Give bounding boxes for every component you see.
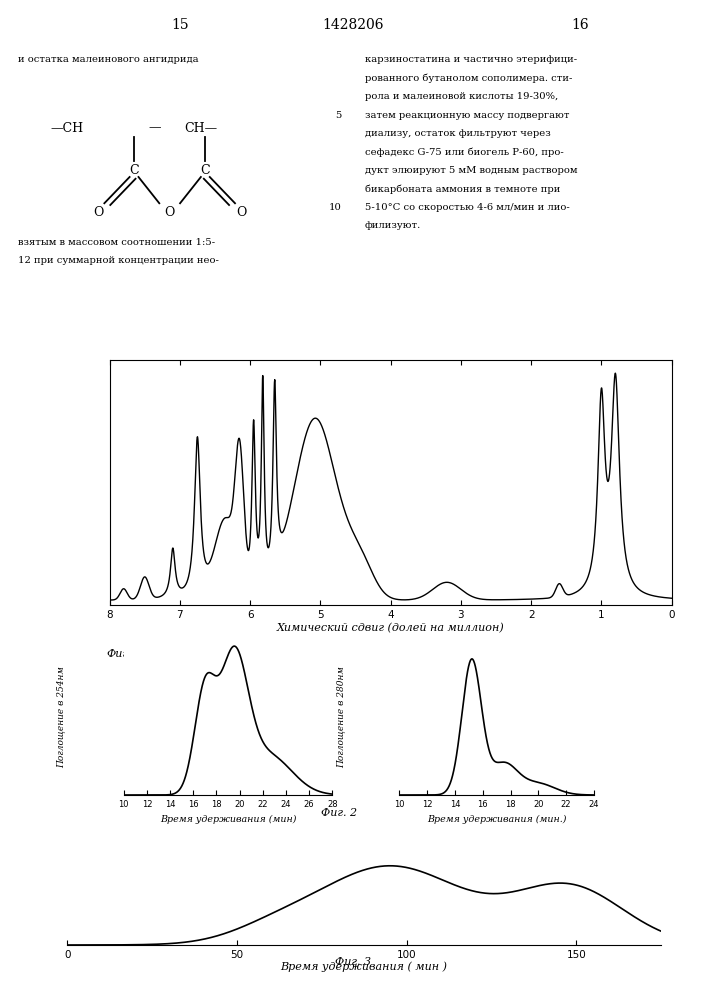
X-axis label: Время удерживания ( мин ): Время удерживания ( мин ) xyxy=(281,961,448,972)
Text: 16: 16 xyxy=(571,18,589,32)
Text: —: — xyxy=(148,121,161,134)
Text: филизуют.: филизуют. xyxy=(365,222,421,231)
Text: взятым в массовом соотношении 1:5-: взятым в массовом соотношении 1:5- xyxy=(18,238,215,247)
Text: Поглощение в 280нм: Поглощение в 280нм xyxy=(337,667,346,768)
Text: Фиг.1: Фиг.1 xyxy=(107,649,139,659)
Text: O: O xyxy=(165,206,175,219)
Text: —CH: —CH xyxy=(51,121,84,134)
Text: 5: 5 xyxy=(336,110,342,119)
Text: Фиг. 2: Фиг. 2 xyxy=(321,808,358,818)
Text: сефадекс G-75 или биогель Р-60, про-: сефадекс G-75 или биогель Р-60, про- xyxy=(365,148,563,157)
Text: CH—: CH— xyxy=(185,121,218,134)
Text: дукт элюируют 5 мМ водным раствором: дукт элюируют 5 мМ водным раствором xyxy=(365,166,578,175)
Text: рола и малеиновой кислоты 19-30%,: рола и малеиновой кислоты 19-30%, xyxy=(365,92,559,101)
X-axis label: Время удерживания (мин.): Время удерживания (мин.) xyxy=(427,814,566,824)
Text: рованного бутанолом сополимера. сти-: рованного бутанолом сополимера. сти- xyxy=(365,74,573,83)
X-axis label: Время удерживания (мин): Время удерживания (мин) xyxy=(160,814,296,824)
Text: затем реакционную массу подвергают: затем реакционную массу подвергают xyxy=(365,110,570,119)
Text: карзиностатина и частично этерифици-: карзиностатина и частично этерифици- xyxy=(365,55,577,64)
X-axis label: Химический сдвиг (долей на миллион): Химический сдвиг (долей на миллион) xyxy=(276,623,505,633)
Text: Фиг. 3: Фиг. 3 xyxy=(335,957,372,967)
Text: C: C xyxy=(129,163,139,176)
Text: 5-10°С со скоростью 4-6 мл/мин и лио-: 5-10°С со скоростью 4-6 мл/мин и лио- xyxy=(365,203,570,212)
Text: Поглощение в 254нм: Поглощение в 254нм xyxy=(57,667,66,768)
Text: C: C xyxy=(201,163,210,176)
Text: бикарбоната аммония в темноте при: бикарбоната аммония в темноте при xyxy=(365,185,561,194)
Text: диализу, остаток фильтруют через: диализу, остаток фильтруют через xyxy=(365,129,551,138)
Text: и остатка малеинового ангидрида: и остатка малеинового ангидрида xyxy=(18,55,199,64)
Text: 10: 10 xyxy=(329,203,342,212)
Text: 15: 15 xyxy=(171,18,189,32)
Text: O: O xyxy=(93,206,104,219)
Text: 1428206: 1428206 xyxy=(323,18,384,32)
Text: 12 при суммарной концентрации нео-: 12 при суммарной концентрации нео- xyxy=(18,256,219,265)
Text: O: O xyxy=(235,206,246,219)
